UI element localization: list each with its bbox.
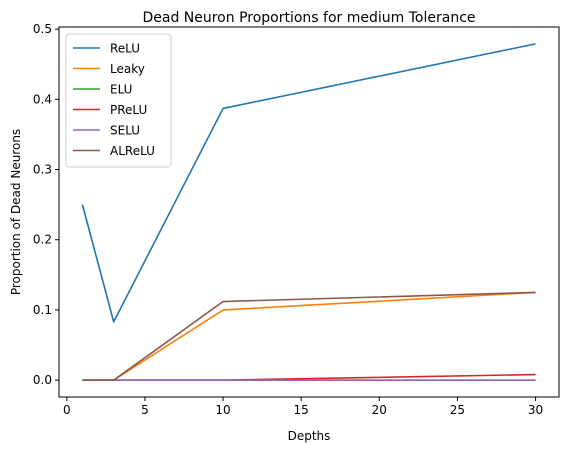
legend-entry-alrelu: ALReLU bbox=[110, 144, 155, 158]
series-line-relu bbox=[81, 43, 536, 323]
legend-box bbox=[65, 33, 172, 168]
y-axis: 0.0 0.1 0.2 0.3 0.4 0.5 bbox=[33, 22, 59, 387]
x-axis-label: Depths bbox=[288, 429, 331, 443]
plot-frame bbox=[58, 26, 560, 398]
x-axis: 0 5 10 15 20 25 30 bbox=[63, 397, 543, 417]
y-axis-label: Proportion of Dead Neurons bbox=[9, 129, 23, 295]
series-line-alrelu bbox=[82, 291, 536, 381]
legend-entry-leaky: Leaky bbox=[110, 62, 145, 76]
x-tick-label: 15 bbox=[294, 403, 309, 417]
chart-title: Dead Neuron Proportions for medium Toler… bbox=[142, 10, 475, 26]
legend-entry-relu: ReLU bbox=[110, 42, 140, 56]
y-tick-label: 0.0 bbox=[33, 373, 52, 387]
y-tick-label: 0.4 bbox=[33, 92, 52, 106]
series-line-prelu bbox=[82, 373, 536, 381]
x-tick-label: 5 bbox=[141, 403, 149, 417]
legend-entry-selu: SELU bbox=[110, 124, 140, 138]
x-tick-label: 0 bbox=[63, 403, 71, 417]
x-tick-label: 30 bbox=[528, 403, 543, 417]
legend: ReLU Leaky ELU PReLU SELU ALReLU bbox=[65, 33, 172, 168]
y-tick-label: 0.1 bbox=[33, 303, 52, 317]
series-line-leaky bbox=[82, 291, 536, 381]
y-tick-label: 0.5 bbox=[33, 22, 52, 36]
y-tick-label: 0.3 bbox=[33, 163, 52, 177]
y-tick-label: 0.2 bbox=[33, 233, 52, 247]
x-tick-label: 10 bbox=[215, 403, 230, 417]
legend-entry-prelu: PReLU bbox=[110, 103, 147, 117]
legend-entry-elu: ELU bbox=[110, 83, 132, 97]
plot-lines bbox=[81, 43, 536, 381]
x-tick-label: 25 bbox=[450, 403, 465, 417]
x-tick-label: 20 bbox=[372, 403, 387, 417]
